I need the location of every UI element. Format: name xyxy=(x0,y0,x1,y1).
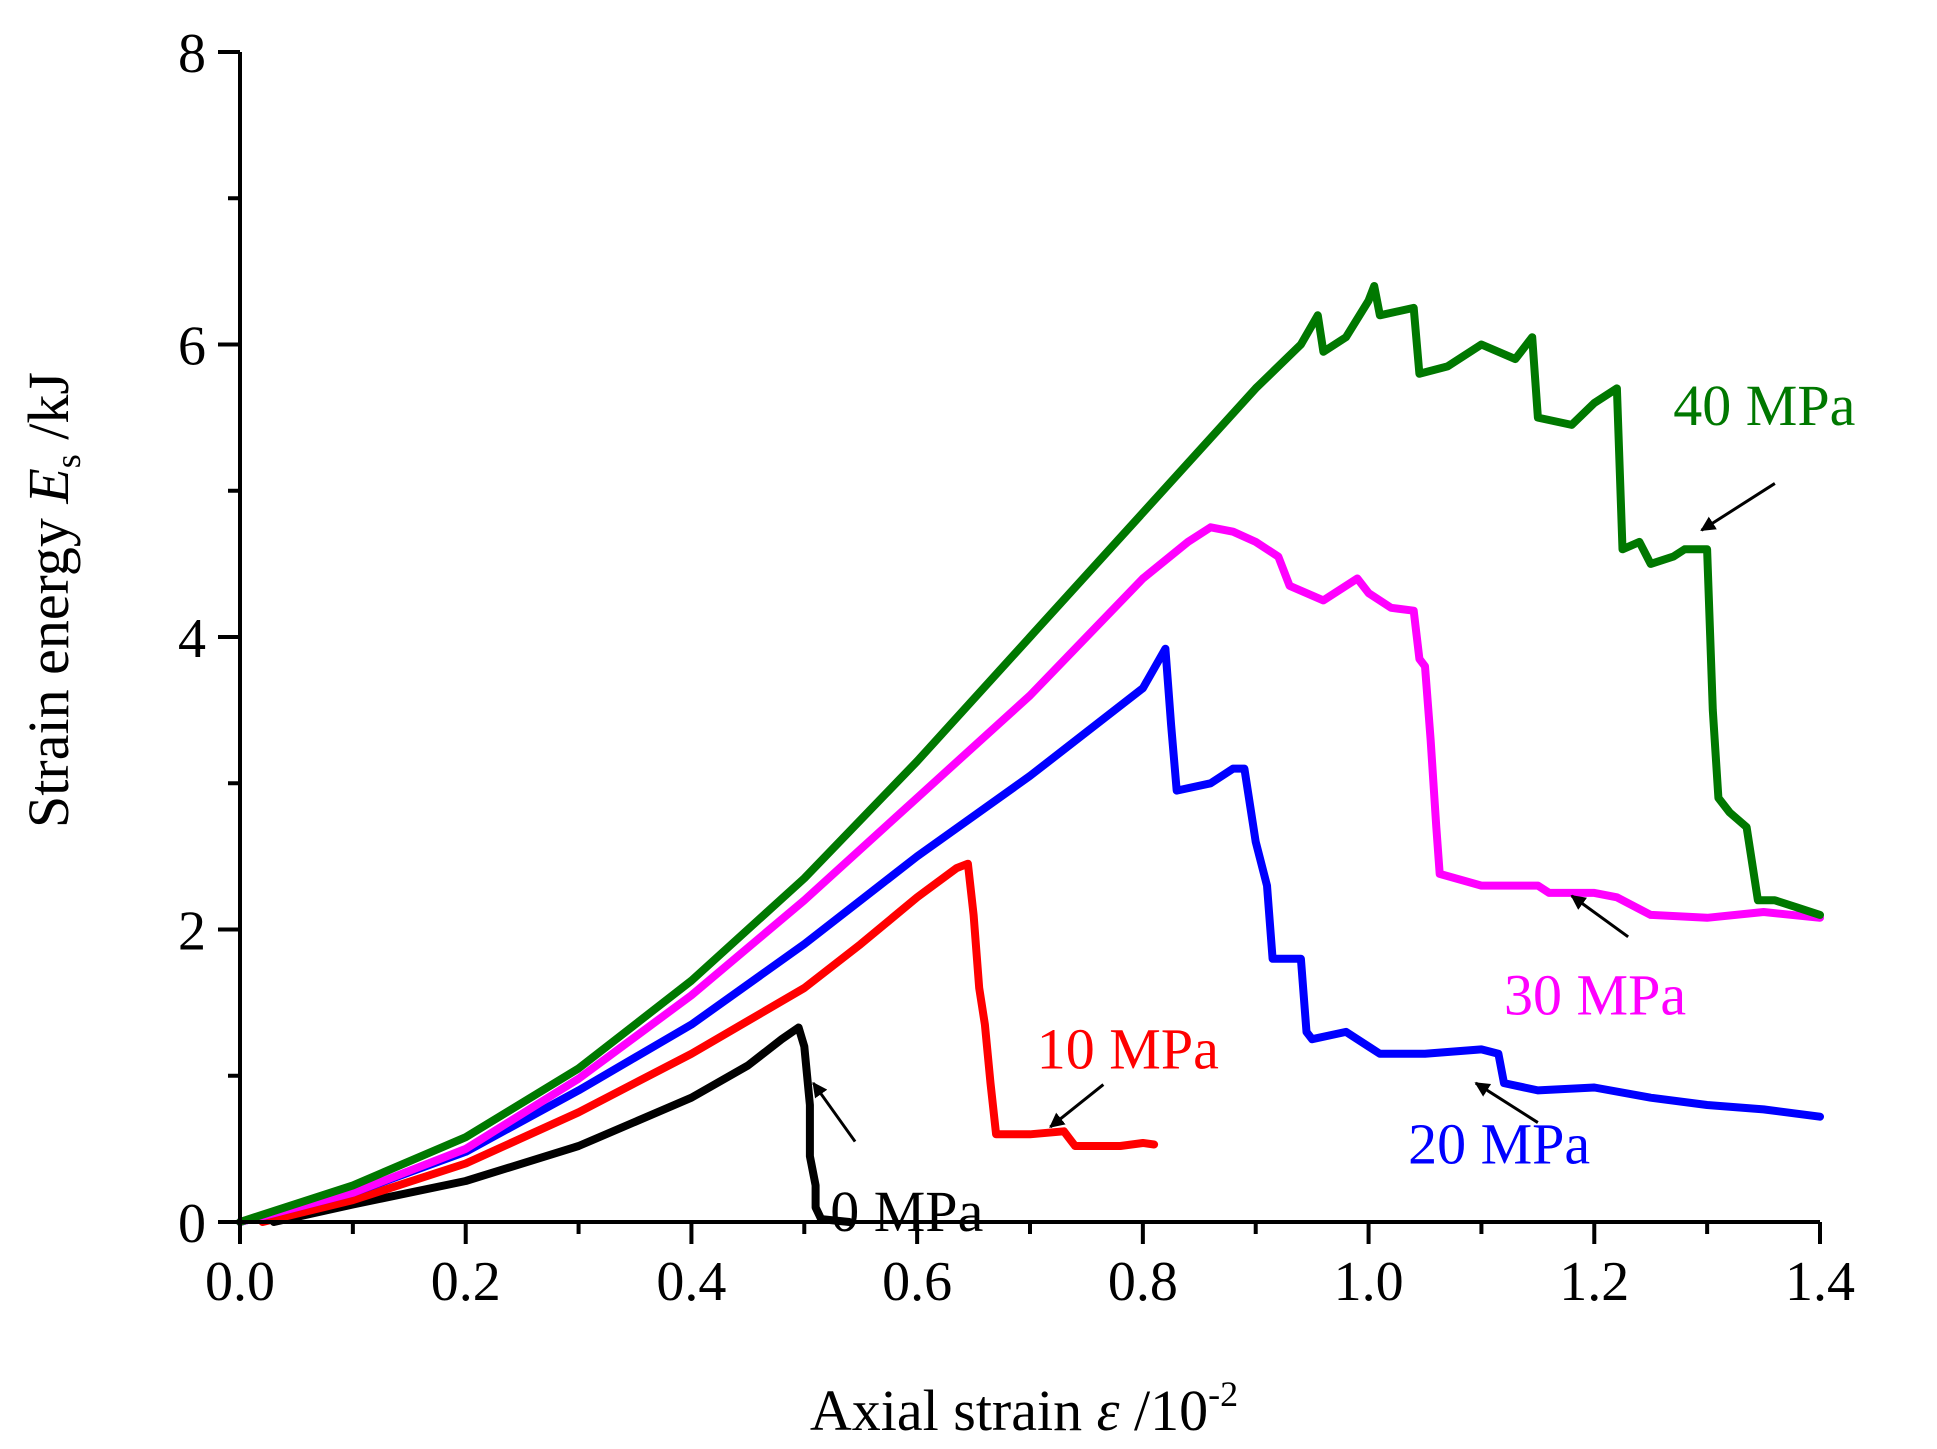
x-axis-title: Axial strain ε /10-2 xyxy=(810,1374,1238,1443)
x-tick-label: 0.0 xyxy=(205,1251,275,1313)
series-label-10-mpa: 10 MPa xyxy=(1037,1016,1219,1081)
x-tick-label: 0.8 xyxy=(1108,1251,1178,1313)
series-layer xyxy=(236,282,1824,1226)
annotation-arrow-0-mpa xyxy=(812,1081,857,1143)
series-line-20-mpa xyxy=(236,644,1824,1226)
ticks: 0.0 0.2 0.4 0.6 0.8 1.0 1.2 1.4 0 2 4 6 8 xyxy=(178,23,1855,1313)
y-tick-label: 8 xyxy=(178,23,206,85)
series-line-10-mpa xyxy=(258,859,1159,1226)
y-axis-title: Strain energy Es /kJ xyxy=(16,372,88,828)
series-label-0-mpa: 0 MPa xyxy=(830,1179,983,1244)
series-line-0-mpa xyxy=(269,1023,854,1226)
annotation-arrow-10-mpa xyxy=(1049,1083,1105,1129)
series-label-30-mpa: 30 MPa xyxy=(1504,962,1686,1027)
y-tick-label: 4 xyxy=(178,608,206,670)
series-label-40-mpa: 40 MPa xyxy=(1673,373,1855,438)
series-line-30-mpa xyxy=(236,523,1824,1226)
y-tick-label: 6 xyxy=(178,316,206,378)
x-tick-label: 1.4 xyxy=(1785,1251,1855,1313)
x-tick-label: 0.4 xyxy=(656,1251,726,1313)
y-tick-label: 0 xyxy=(178,1193,206,1255)
x-tick-label: 0.2 xyxy=(431,1251,501,1313)
series-label-20-mpa: 20 MPa xyxy=(1408,1112,1590,1177)
annotation-arrow-30-mpa xyxy=(1570,894,1630,939)
x-tick-label: 0.6 xyxy=(882,1251,952,1313)
annotation-arrow-40-mpa xyxy=(1700,482,1776,532)
series-line-40-mpa xyxy=(236,282,1824,1226)
annotation-arrow-20-mpa xyxy=(1474,1081,1539,1124)
x-tick-label: 1.2 xyxy=(1559,1251,1629,1313)
y-tick-label: 2 xyxy=(178,901,206,963)
annotations: 0 MPa 10 MPa 20 MPa 30 MPa 40 MPa xyxy=(812,373,1855,1244)
x-tick-label: 1.0 xyxy=(1334,1251,1404,1313)
